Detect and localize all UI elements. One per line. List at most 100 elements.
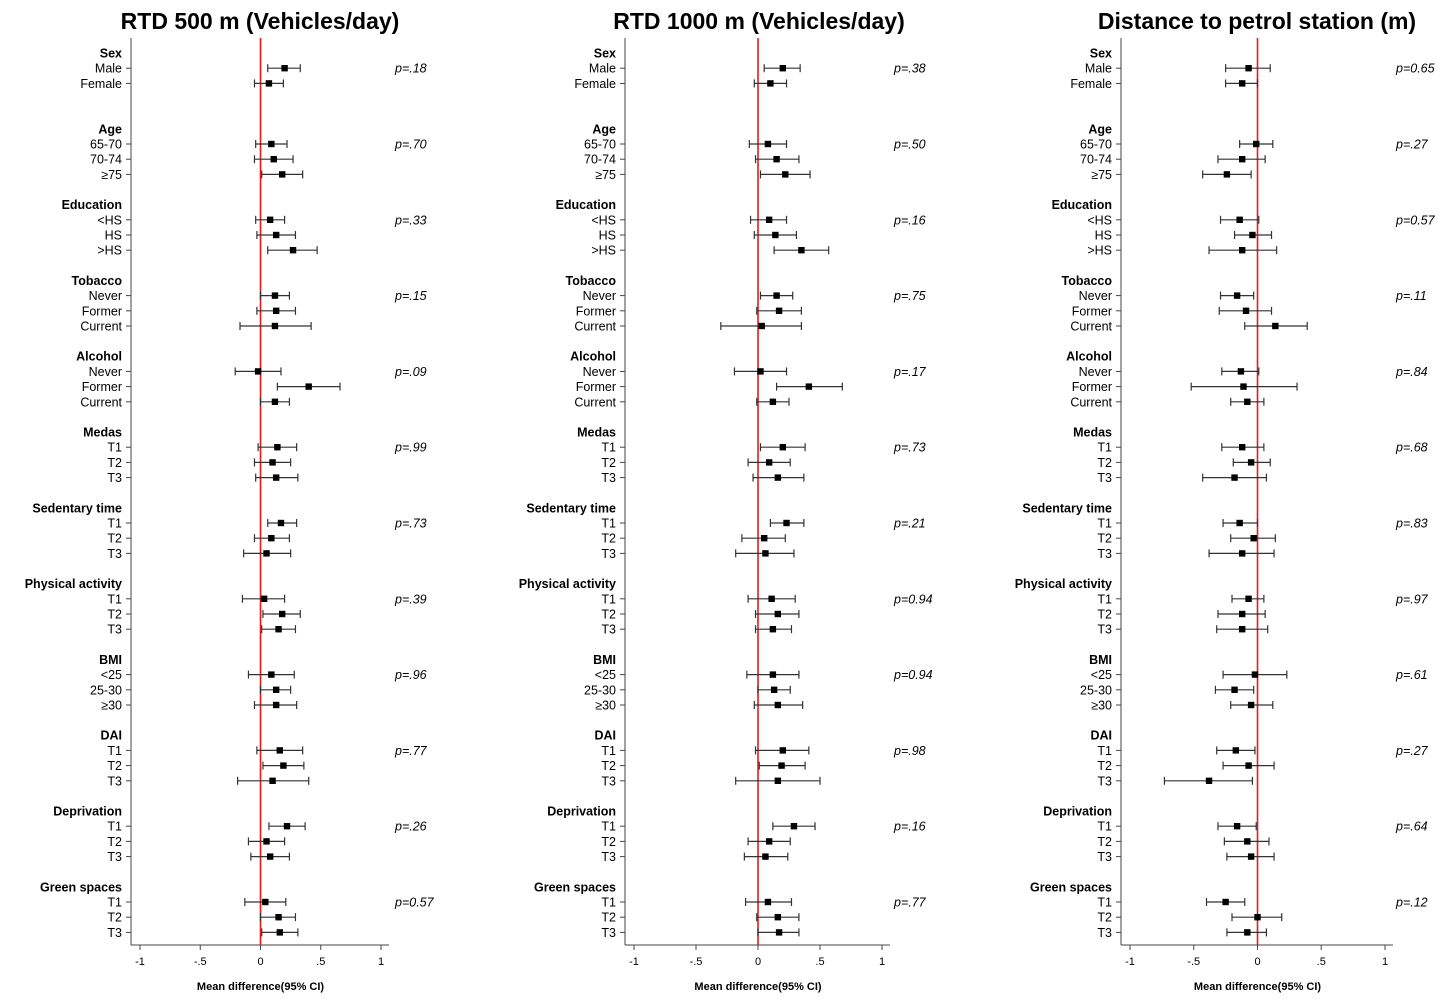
- point-estimate: [268, 535, 274, 541]
- point-estimate: [770, 626, 776, 632]
- row-label: T3: [107, 623, 122, 637]
- point-estimate: [767, 80, 773, 86]
- row-label: T2: [107, 759, 122, 773]
- point-estimate: [266, 80, 272, 86]
- x-tick-label: 1: [1382, 956, 1388, 968]
- row-label: Current: [1070, 395, 1112, 409]
- row-label: 65-70: [1080, 138, 1112, 152]
- panel-title: Distance to petrol station (m): [1098, 8, 1416, 34]
- p-value: p=.16: [893, 213, 926, 227]
- p-value: p=.18: [394, 62, 427, 76]
- point-estimate: [775, 474, 781, 480]
- point-estimate: [762, 550, 768, 556]
- point-estimate: [757, 368, 763, 374]
- group-label: Green spaces: [1030, 880, 1112, 894]
- row-label: ≥30: [101, 699, 122, 713]
- row-label: T1: [107, 441, 122, 455]
- point-estimate: [279, 611, 285, 617]
- point-estimate: [773, 292, 779, 298]
- point-estimate: [791, 823, 797, 829]
- point-estimate: [1239, 611, 1245, 617]
- row-label: >HS: [97, 244, 122, 258]
- x-axis-label: Mean difference(95% CI): [197, 981, 324, 993]
- point-estimate: [771, 687, 777, 693]
- p-value: p=.96: [394, 668, 427, 682]
- point-estimate: [766, 838, 772, 844]
- row-label: T1: [601, 441, 616, 455]
- row-label: T3: [601, 623, 616, 637]
- row-label: T3: [107, 547, 122, 561]
- group-physical-activity: Physical activityT1T2T3p=.97: [1015, 577, 1429, 637]
- x-tick-label: .5: [316, 956, 325, 968]
- row-label: T2: [1097, 911, 1112, 925]
- point-estimate: [770, 671, 776, 677]
- group-label: Sex: [1090, 47, 1112, 61]
- row-label: Male: [589, 62, 616, 76]
- point-estimate: [269, 778, 275, 784]
- point-estimate: [775, 611, 781, 617]
- row-label: T1: [107, 744, 122, 758]
- group-sex: SexMaleFemalep=.38: [574, 47, 925, 91]
- group-green-spaces: Green spacesT1T2T3p=.77: [534, 880, 927, 940]
- group-label: Tobacco: [566, 274, 617, 288]
- row-label: Never: [583, 289, 616, 303]
- group-label: Physical activity: [25, 577, 122, 591]
- row-label: Former: [82, 380, 122, 394]
- point-estimate: [1254, 914, 1260, 920]
- row-label: Male: [95, 62, 122, 76]
- row-label: Former: [1072, 304, 1112, 318]
- group-label: Deprivation: [1043, 805, 1112, 819]
- row-label: T1: [107, 896, 122, 910]
- point-estimate: [262, 899, 268, 905]
- group-dai: DAIT1T2T3p=.27: [1090, 729, 1428, 789]
- point-estimate: [275, 626, 281, 632]
- row-label: 70-74: [1080, 153, 1112, 167]
- x-tick-label: -.5: [1187, 956, 1200, 968]
- point-estimate: [780, 444, 786, 450]
- point-estimate: [1233, 747, 1239, 753]
- point-estimate: [279, 171, 285, 177]
- point-estimate: [1231, 687, 1237, 693]
- row-label: T3: [601, 926, 616, 940]
- p-value: p=0.65: [1395, 62, 1435, 76]
- group-label: Green spaces: [534, 880, 616, 894]
- group-label: Tobacco: [72, 274, 123, 288]
- point-estimate: [275, 914, 281, 920]
- point-estimate: [281, 65, 287, 71]
- row-label: T1: [107, 517, 122, 531]
- row-label: <HS: [1087, 213, 1112, 227]
- point-estimate: [783, 520, 789, 526]
- p-value: p=.77: [394, 744, 428, 758]
- point-estimate: [1252, 671, 1258, 677]
- row-label: ≥30: [1091, 699, 1112, 713]
- point-estimate: [268, 141, 274, 147]
- point-estimate: [278, 520, 284, 526]
- point-estimate: [277, 747, 283, 753]
- point-estimate: [775, 914, 781, 920]
- row-label: Current: [1070, 320, 1112, 334]
- group-label: Alcohol: [570, 350, 616, 364]
- group-label: Age: [98, 122, 122, 136]
- point-estimate: [273, 308, 279, 314]
- x-tick-label: 0: [257, 956, 263, 968]
- point-estimate: [267, 853, 273, 859]
- p-value: p=.33: [394, 213, 427, 227]
- forest-panel-3: Distance to petrol station (m)-1 -.5 0.5 1M…: [1015, 8, 1436, 993]
- point-estimate: [766, 459, 772, 465]
- group-label: BMI: [1089, 653, 1112, 667]
- row-label: Former: [576, 304, 616, 318]
- p-value: p=.12: [1395, 896, 1428, 910]
- point-estimate: [1239, 247, 1245, 253]
- point-estimate: [1239, 156, 1245, 162]
- point-estimate: [1224, 171, 1230, 177]
- p-value: p=.26: [394, 820, 427, 834]
- point-estimate: [765, 141, 771, 147]
